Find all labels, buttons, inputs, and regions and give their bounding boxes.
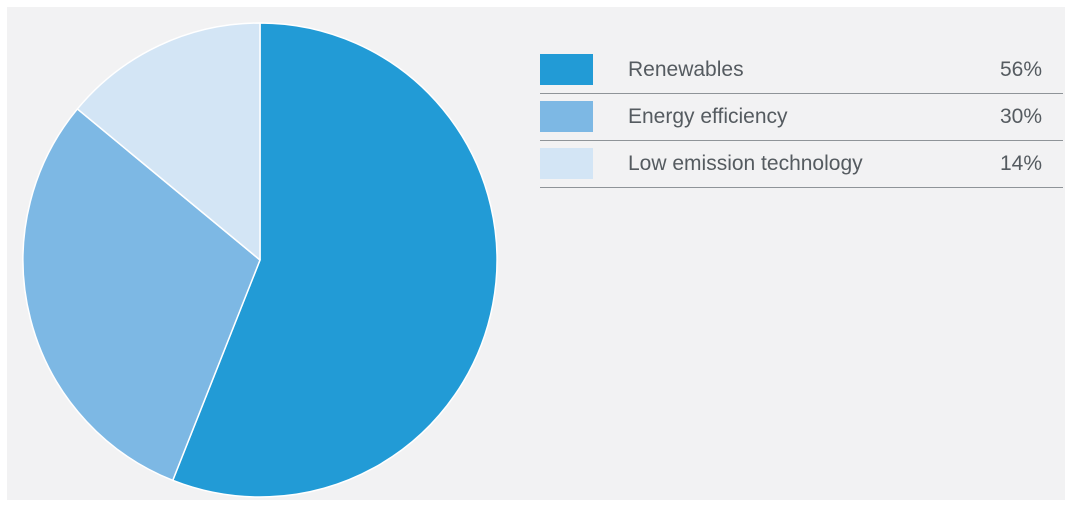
- pie-slice-renewables: [172, 22, 498, 498]
- pie-slice-energy-efficiency: [22, 108, 261, 482]
- legend-swatch-energy-efficiency: [540, 101, 593, 132]
- legend-value-energy-efficiency: 30%: [999, 105, 1042, 128]
- pie-slice-low-emission-technology: [76, 22, 261, 261]
- legend-value-renewables: 56%: [999, 58, 1042, 81]
- legend-item-low-emission-technology: Low emission technology 14%: [540, 146, 1063, 188]
- legend-value-low-emission-technology: 14%: [999, 152, 1042, 175]
- legend: Renewables 56% Energy efficiency 30% Low…: [540, 52, 1063, 193]
- chart-panel: Renewables 56% Energy efficiency 30% Low…: [7, 7, 1065, 500]
- legend-swatch-renewables: [540, 54, 593, 85]
- legend-label-energy-efficiency: Energy efficiency: [628, 105, 788, 128]
- legend-label-renewables: Renewables: [628, 58, 744, 81]
- legend-label-low-emission-technology: Low emission technology: [628, 152, 863, 175]
- pie-chart: [22, 22, 498, 498]
- legend-item-renewables: Renewables 56%: [540, 52, 1063, 94]
- legend-item-energy-efficiency: Energy efficiency 30%: [540, 99, 1063, 141]
- legend-swatch-low-emission-technology: [540, 148, 593, 179]
